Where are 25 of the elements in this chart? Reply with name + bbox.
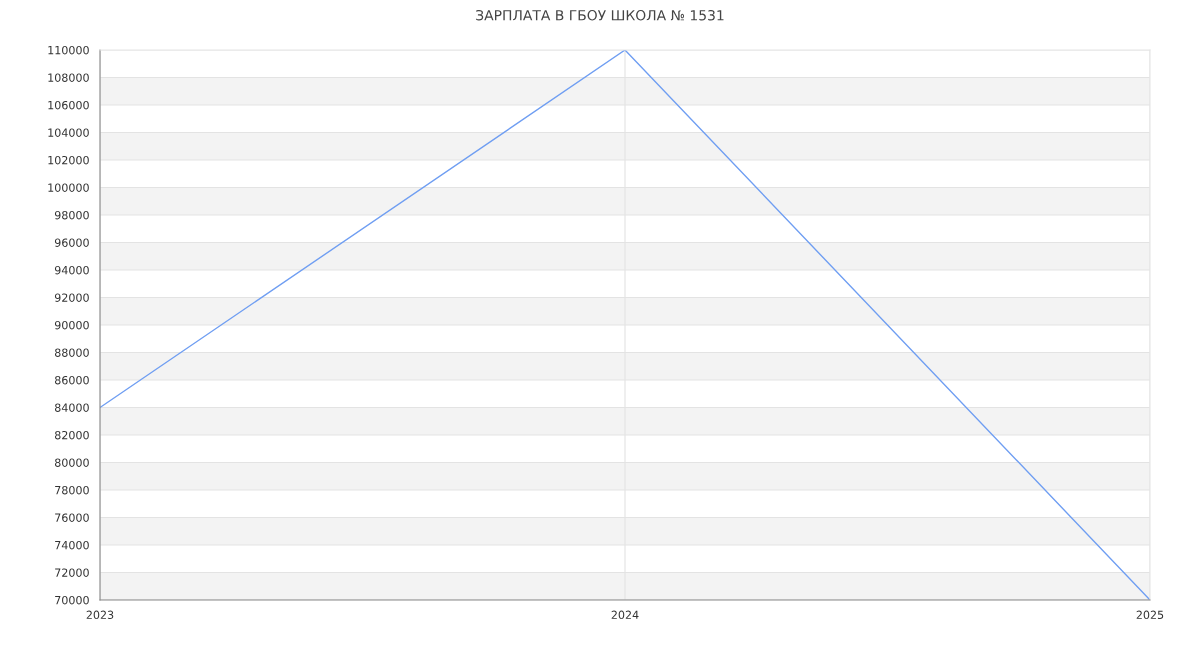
y-tick-label: 78000 [55, 485, 89, 495]
y-tick-label: 102000 [48, 155, 89, 165]
y-tick-label: 76000 [55, 513, 89, 522]
chart-title: ЗАРПЛАТА В ГБОУ ШКОЛА № 1531 [476, 10, 724, 21]
y-tick-label: 94000 [54, 265, 89, 275]
y-tick-label: 110000 [48, 45, 89, 55]
y-tick-label: 86000 [54, 375, 89, 385]
y-tick-label: 106000 [48, 100, 89, 110]
x-tick-label: 2023 [86, 610, 114, 620]
x-tick-label: 2025 [1136, 610, 1164, 620]
y-tick-label: 74000 [55, 540, 89, 550]
y-tick-label: 90000 [54, 320, 89, 330]
y-tick-label: 100000 [48, 183, 89, 192]
y-tick-label: 98000 [54, 210, 89, 220]
x-tick-label: 2024 [611, 610, 639, 620]
y-tick-label: 70000 [55, 595, 89, 605]
y-tick-label: 80000 [54, 458, 89, 467]
y-tick-label: 108000 [48, 73, 89, 82]
y-tick-label: 104000 [48, 128, 89, 137]
y-tick-label: 72000 [55, 568, 89, 577]
y-tick-label: 92000 [54, 293, 89, 302]
y-tick-label: 82000 [54, 430, 89, 440]
y-tick-label: 88000 [54, 348, 89, 357]
y-tick-label: 96000 [54, 238, 89, 247]
y-tick-label: 84000 [54, 403, 89, 412]
